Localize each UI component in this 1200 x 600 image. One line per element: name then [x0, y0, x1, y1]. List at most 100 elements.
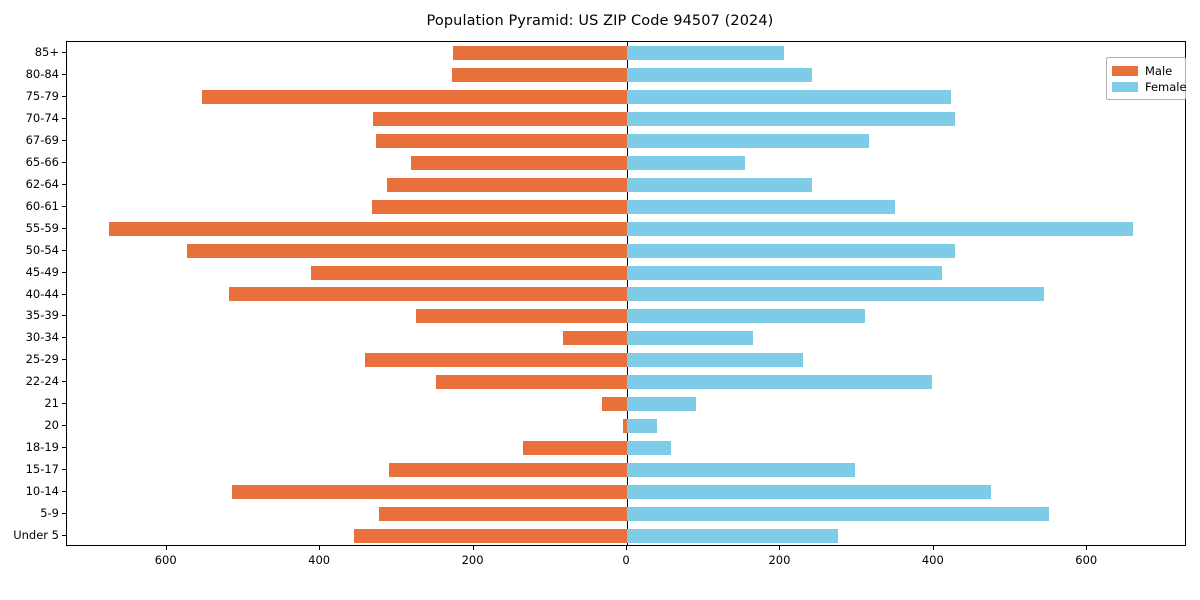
bar-male-35-39 [416, 309, 627, 324]
legend-label-female: Female [1145, 79, 1187, 94]
bar-female-30-34 [627, 331, 753, 346]
pyramid-row [67, 240, 1185, 262]
x-tick-mark [779, 546, 781, 550]
y-tick-label-10-14: 10-14 [25, 484, 59, 499]
pyramid-row [67, 327, 1185, 349]
x-tick-label-200-4: 200 [768, 553, 791, 567]
bar-male-62-64 [386, 177, 627, 192]
y-tick-label-85-: 85+ [34, 44, 59, 59]
bar-male-50-54 [187, 243, 627, 258]
bar-female-10-14 [627, 485, 991, 500]
pyramid-row [67, 393, 1185, 415]
legend-swatch-male [1112, 65, 1138, 76]
y-tick-label-80-84: 80-84 [25, 66, 59, 81]
y-tick-label-22-24: 22-24 [25, 374, 59, 389]
bar-female-35-39 [627, 309, 865, 324]
bar-male-under-5 [353, 529, 627, 543]
y-tick-mark [62, 535, 66, 537]
y-tick-label-15-17: 15-17 [25, 462, 59, 477]
y-tick-label-67-69: 67-69 [25, 132, 59, 147]
y-tick-mark [62, 51, 66, 53]
x-tick-label-600-0: 600 [154, 553, 177, 567]
legend-item-male[interactable]: Male [1112, 63, 1180, 78]
bar-male-18-19 [522, 441, 627, 456]
bar-male-45-49 [310, 265, 627, 280]
bar-male-65-66 [411, 155, 627, 170]
pyramid-row [67, 349, 1185, 371]
y-tick-mark [62, 359, 66, 361]
bar-female-40-44 [627, 287, 1045, 302]
pyramid-row [67, 196, 1185, 218]
bar-female-under-5 [627, 529, 838, 543]
y-tick-mark [62, 315, 66, 317]
y-tick-mark [62, 227, 66, 229]
y-tick-label-62-64: 62-64 [25, 176, 59, 191]
x-tick-label-0-3: 0 [622, 553, 630, 567]
bar-female-20 [627, 419, 657, 434]
bar-female-67-69 [627, 133, 869, 148]
y-tick-label-50-54: 50-54 [25, 242, 59, 257]
y-tick-mark [62, 73, 66, 75]
y-tick-label-5-9: 5-9 [40, 506, 59, 521]
y-tick-label-45-49: 45-49 [25, 264, 59, 279]
bar-male-60-61 [371, 199, 627, 214]
bar-male-85- [452, 45, 627, 60]
bar-female-21 [627, 397, 697, 412]
bar-female-55-59 [627, 221, 1133, 236]
y-tick-mark [62, 139, 66, 141]
x-tick-mark [1086, 546, 1088, 550]
legend-item-female[interactable]: Female [1112, 79, 1187, 94]
y-tick-mark [62, 337, 66, 339]
x-tick-mark [165, 546, 167, 550]
pyramid-row [67, 174, 1185, 196]
bar-male-80-84 [452, 67, 627, 82]
bar-female-5-9 [627, 507, 1049, 522]
bar-female-75-79 [627, 89, 952, 104]
bar-female-22-24 [627, 375, 933, 390]
bar-male-70-74 [373, 111, 627, 126]
y-tick-mark [62, 513, 66, 515]
y-tick-mark [62, 425, 66, 427]
bar-male-67-69 [376, 133, 627, 148]
bar-female-65-66 [627, 155, 746, 170]
pyramid-row [67, 503, 1185, 525]
pyramid-row [67, 64, 1185, 86]
y-tick-mark [62, 447, 66, 449]
bar-female-15-17 [627, 463, 855, 478]
y-tick-mark [62, 161, 66, 163]
bar-male-5-9 [379, 507, 627, 522]
y-tick-label-25-29: 25-29 [25, 352, 59, 367]
bar-male-40-44 [228, 287, 627, 302]
bar-male-30-34 [562, 331, 627, 346]
pyramid-row [67, 152, 1185, 174]
y-tick-label-40-44: 40-44 [25, 286, 59, 301]
bar-male-25-29 [364, 353, 627, 368]
legend-swatch-female [1112, 81, 1138, 92]
x-tick-mark [626, 546, 627, 550]
x-tick-mark [319, 546, 321, 550]
y-tick-mark [62, 271, 66, 273]
bar-male-55-59 [109, 221, 627, 236]
y-tick-label-55-59: 55-59 [25, 220, 59, 235]
x-tick-mark [932, 546, 934, 550]
bar-male-75-79 [202, 89, 627, 104]
pyramid-row [67, 437, 1185, 459]
bar-female-70-74 [627, 111, 956, 126]
bar-female-62-64 [627, 177, 812, 192]
pyramid-row [67, 481, 1185, 503]
bar-female-25-29 [627, 353, 804, 368]
x-tick-label-400-1: 400 [308, 553, 331, 567]
bar-male-20 [623, 419, 627, 434]
bar-female-85- [627, 45, 785, 60]
y-tick-label-65-66: 65-66 [25, 154, 59, 169]
x-tick-label-200-2: 200 [461, 553, 484, 567]
pyramid-row [67, 459, 1185, 481]
y-tick-mark [62, 205, 66, 207]
y-tick-mark [62, 183, 66, 185]
y-tick-label-30-34: 30-34 [25, 330, 59, 345]
pyramid-row [67, 525, 1185, 547]
bar-female-60-61 [627, 199, 896, 214]
y-tick-mark [62, 403, 66, 405]
bar-female-50-54 [627, 243, 956, 258]
